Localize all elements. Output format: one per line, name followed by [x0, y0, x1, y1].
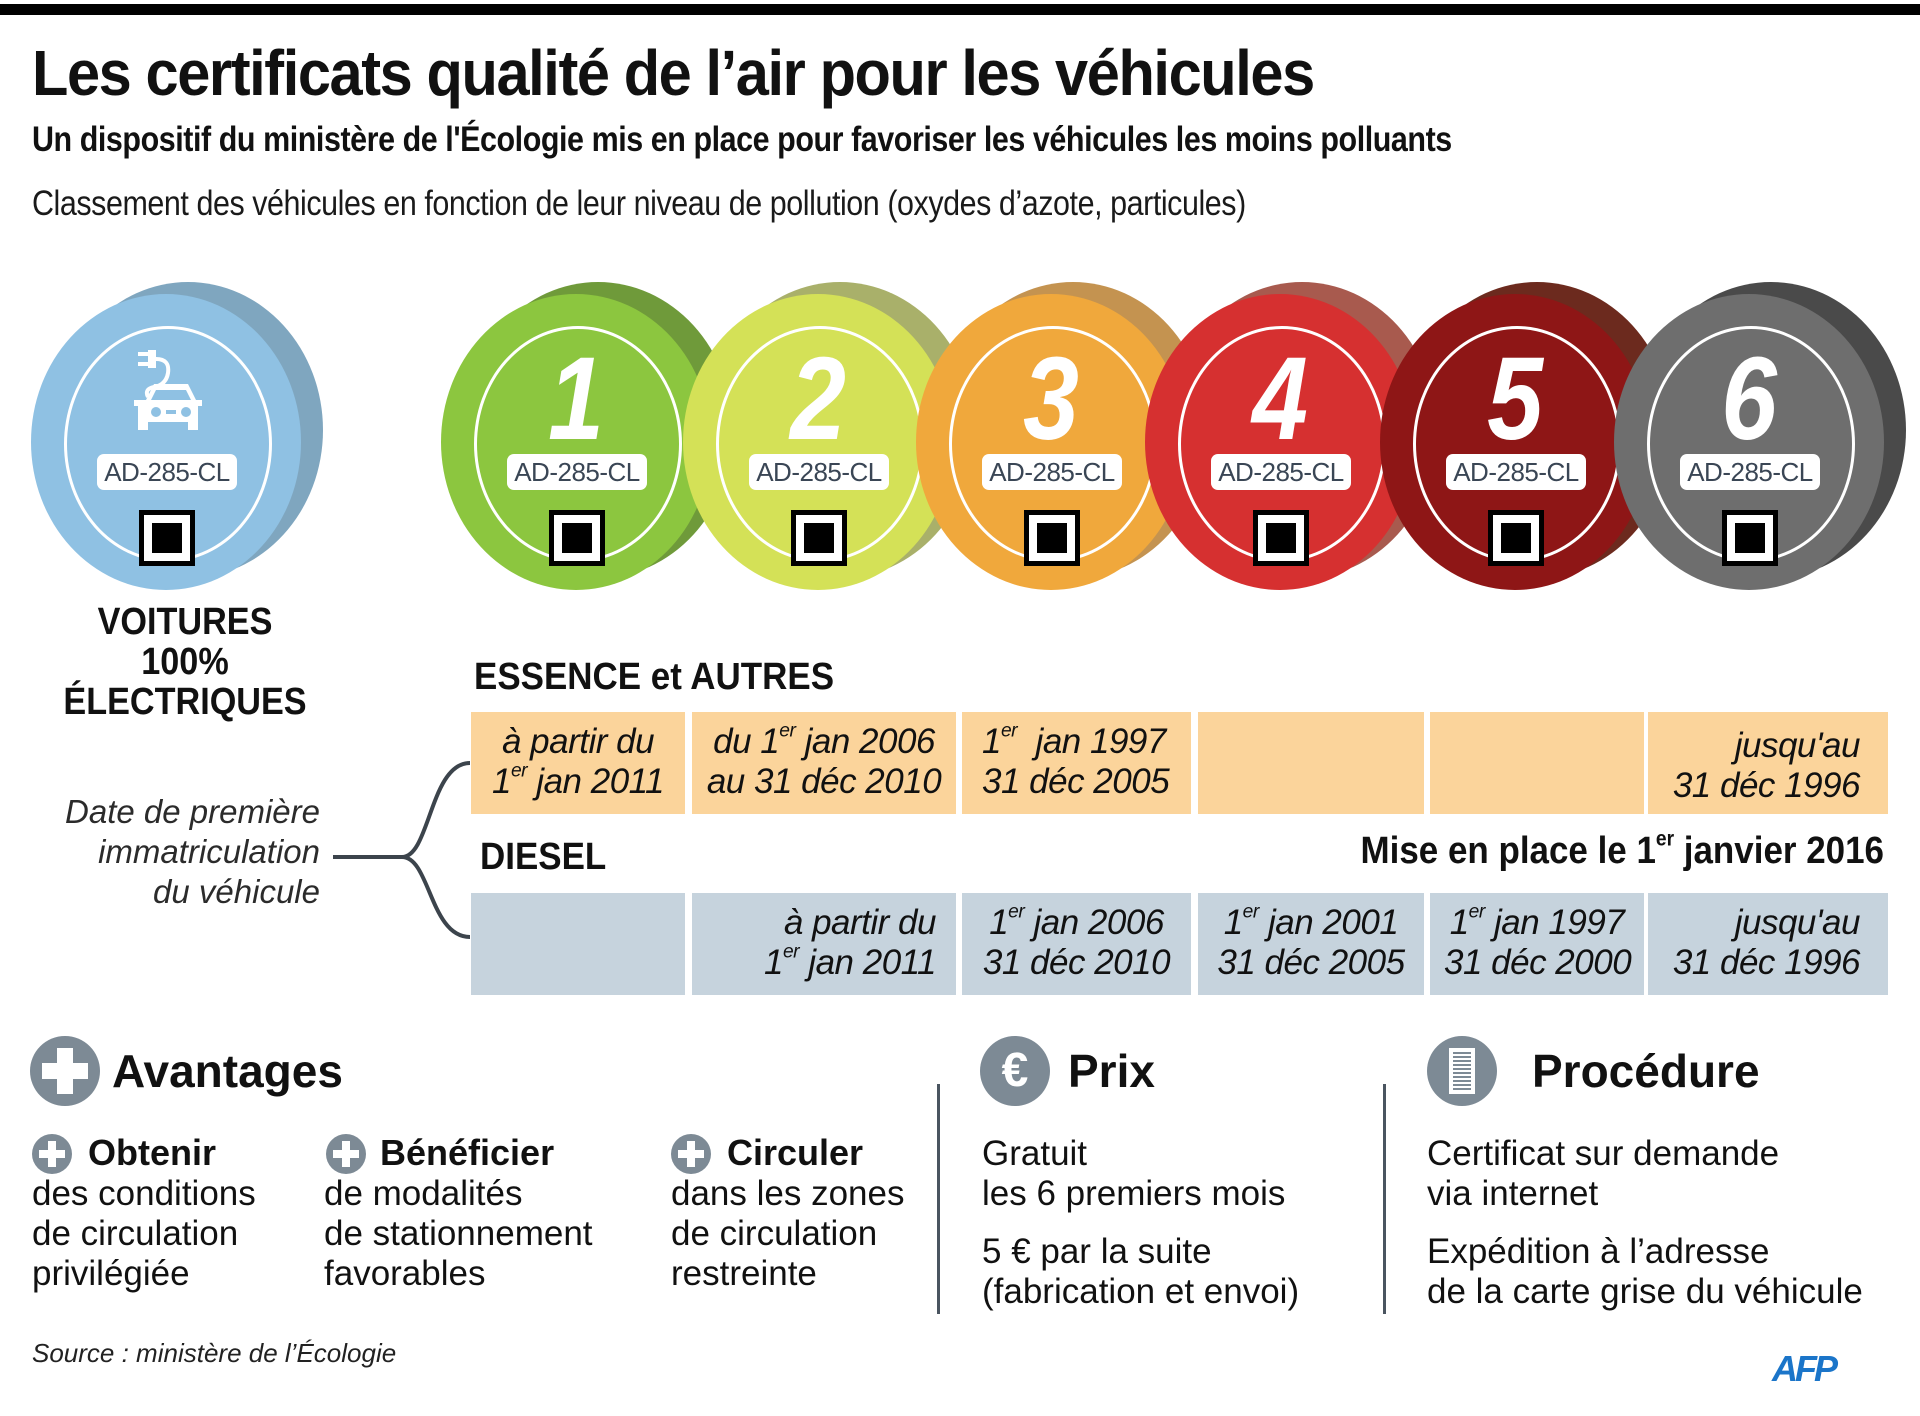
qr-code-icon [139, 510, 195, 566]
license-plate: AD-285-CL [749, 454, 889, 490]
electric-label-line: ÉLECTRIQUES [63, 681, 307, 723]
essence-cell-1: à partir du 1er jan 2011 [471, 712, 685, 814]
license-plate: AD-285-CL [1446, 454, 1586, 490]
page-title: Les certificats qualité de l’air pour le… [32, 37, 1315, 109]
advantage-description: dans les zones de circulation restreinte [671, 1174, 905, 1293]
sticker-number: 3 [1023, 333, 1079, 465]
qr-code-icon [1024, 510, 1080, 566]
page-subtitle: Un dispositif du ministère de l'Écologie… [32, 120, 1452, 159]
essence-cell-3: 1er jan 1997 31 déc 2005 [962, 712, 1191, 814]
sticker-number: 4 [1252, 333, 1308, 465]
sticker-crit-air-6: 6 AD-285-CL [1614, 282, 1914, 592]
diesel-row-title: DIESEL [480, 836, 607, 878]
essence-cell-4 [1198, 712, 1424, 814]
qr-code-icon [791, 510, 847, 566]
sticker-crit-air-3: 3 AD-285-CL [916, 282, 1216, 592]
plus-icon [326, 1134, 366, 1174]
price-title: Prix [1068, 1045, 1155, 1097]
sticker-crit-air-4: 4 AD-285-CL [1145, 282, 1445, 592]
date-label-line: du véhicule [153, 873, 320, 910]
essence-cell-2: du 1er jan 2006 au 31 déc 2010 [692, 712, 956, 814]
price-description: Gratuit les 6 premiers mois 5 € par la s… [982, 1134, 1300, 1311]
advantage-title: Bénéficier [380, 1132, 555, 1173]
license-plate: AD-285-CL [982, 454, 1122, 490]
essence-row-title: ESSENCE et AUTRES [474, 656, 835, 698]
essence-cell-5 [1430, 712, 1644, 814]
procedure-title: Procédure [1532, 1045, 1760, 1097]
advantage-description: de modalités de stationnement favorables [324, 1174, 593, 1293]
sticker-number: 6 [1721, 333, 1777, 465]
section-divider [937, 1084, 940, 1314]
advantage-title: Circuler [727, 1132, 864, 1173]
bracket-connector [333, 761, 471, 939]
source-credit: Source : ministère de l’Écologie [32, 1338, 397, 1368]
qr-code-icon [549, 510, 605, 566]
afp-logo: AFP [1772, 1348, 1838, 1389]
implementation-date: Mise en place le 1er janvier 2016 [1360, 827, 1884, 872]
plus-icon [32, 1134, 72, 1174]
diesel-cell-4: 1er jan 2001 31 déc 2005 [1198, 893, 1424, 995]
section-divider [1383, 1084, 1386, 1314]
advantages-title: Avantages [112, 1045, 343, 1097]
electric-vehicles-label: VOITURES 100% ÉLECTRIQUES [55, 602, 316, 722]
plus-icon [30, 1036, 100, 1106]
euro-icon: € [980, 1036, 1050, 1106]
advantage-title: Obtenir [88, 1132, 217, 1173]
sticker-electric: AD-285-CL [31, 282, 331, 592]
electric-label-line: VOITURES [97, 601, 273, 643]
diesel-cell-1 [471, 893, 685, 995]
electric-label-line: 100% [141, 641, 229, 683]
procedure-description: Certificat sur demande via internet Expé… [1427, 1134, 1863, 1311]
license-plate: AD-285-CL [1680, 454, 1820, 490]
diesel-cell-5: 1er jan 1997 31 déc 2000 [1430, 893, 1644, 995]
license-plate: AD-285-CL [97, 454, 237, 490]
qr-code-icon [1253, 510, 1309, 566]
sticker-number: 1 [548, 333, 604, 465]
advantage-description: des conditions de circulation privilégié… [32, 1174, 256, 1293]
qr-code-icon [1722, 510, 1778, 566]
electric-car-icon [134, 350, 202, 430]
essence-cell-6: jusqu'au 31 déc 1996 [1648, 712, 1888, 814]
plus-icon [671, 1134, 711, 1174]
classification-caption: Classement des véhicules en fonction de … [32, 184, 1246, 223]
diesel-cell-6: jusqu'au 31 déc 1996 [1648, 893, 1888, 995]
date-label-line: immatriculation [98, 833, 320, 870]
diesel-cell-2: à partir du 1er jan 2011 [692, 893, 956, 995]
date-label-line: Date de première [65, 793, 320, 830]
top-rule [0, 4, 1920, 15]
sticker-number: 2 [790, 333, 846, 465]
license-plate: AD-285-CL [1211, 454, 1351, 490]
qr-code-icon [1488, 510, 1544, 566]
sticker-number: 5 [1487, 333, 1543, 465]
diesel-cell-3: 1er jan 2006 31 déc 2010 [962, 893, 1191, 995]
document-icon [1427, 1036, 1497, 1106]
license-plate: AD-285-CL [507, 454, 647, 490]
registration-date-label: Date de première immatriculation du véhi… [65, 792, 320, 912]
